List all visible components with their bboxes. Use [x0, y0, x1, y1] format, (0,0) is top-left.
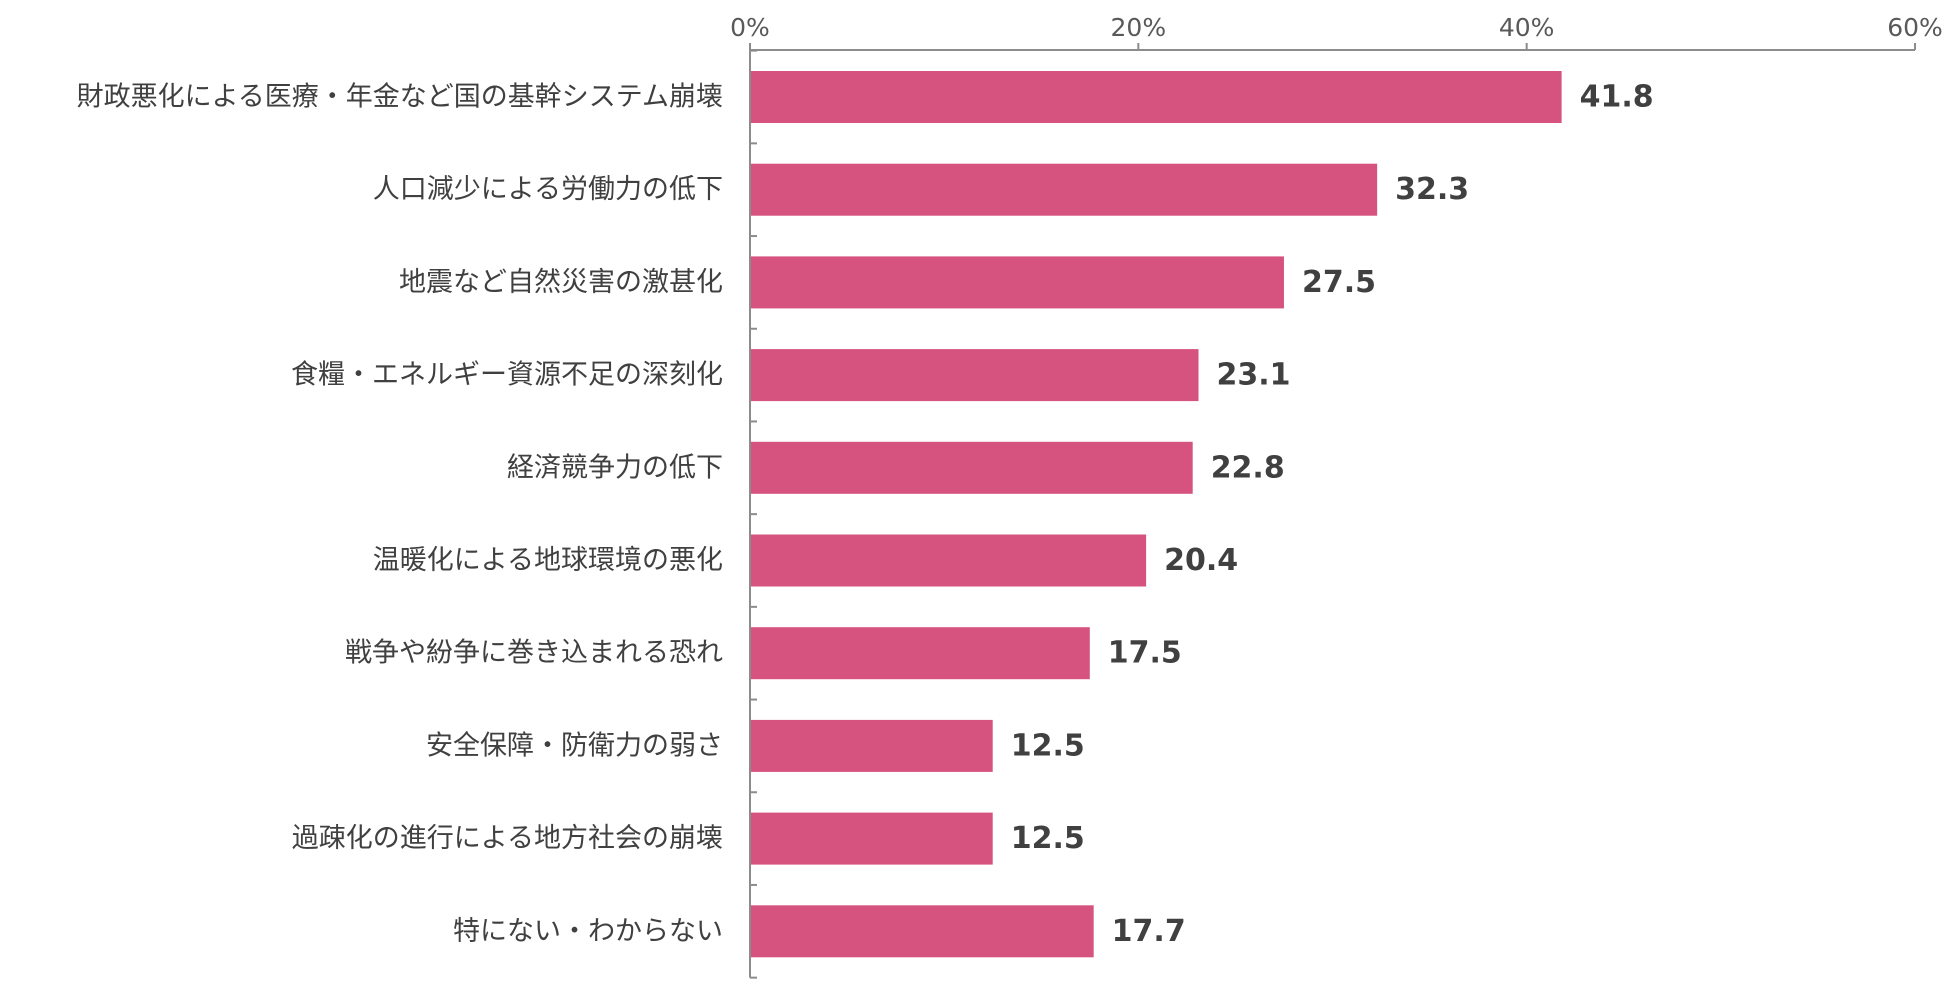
category-label: 過疎化の進行による地方社会の崩壊 — [292, 823, 723, 854]
x-tick-label: 40% — [1499, 13, 1555, 42]
category-label: 食糧・エネルギー資源不足の深刻化 — [291, 360, 723, 391]
category-label: 地震など自然災害の激甚化 — [399, 267, 723, 298]
data-label: 32.3 — [1395, 172, 1469, 207]
category-label: 財政悪化による医療・年金など国の基幹システム崩壊 — [77, 82, 723, 113]
category-label: 戦争や紛争に巻き込まれる恐れ — [345, 638, 723, 669]
x-tick-label: 20% — [1111, 13, 1167, 42]
bar — [751, 71, 1562, 123]
bar — [751, 349, 1199, 402]
data-label: 41.8 — [1580, 80, 1654, 115]
bar — [751, 256, 1284, 309]
data-label: 12.5 — [1011, 821, 1085, 856]
category-label: 経済競争力の低下 — [507, 452, 723, 483]
bars — [751, 71, 1562, 958]
data-label: 23.1 — [1217, 358, 1291, 393]
data-label: 12.5 — [1011, 728, 1085, 763]
x-tick-label: 60% — [1887, 13, 1943, 42]
bar — [751, 905, 1094, 958]
data-label: 17.5 — [1108, 636, 1182, 671]
bar — [751, 441, 1193, 494]
data-label: 17.7 — [1112, 914, 1186, 949]
data-label: 20.4 — [1164, 543, 1238, 578]
bar — [751, 627, 1090, 680]
data-label: 27.5 — [1302, 265, 1376, 300]
bar — [751, 719, 993, 772]
category-labels: 財政悪化による医療・年金など国の基幹システム崩壊人口減少による労働力の低下地震な… — [77, 82, 723, 947]
value-labels: 41.8 32.3 27.5 23.1 22.8 20.4 17.5 12.5 12.5 17.7 — [1011, 80, 1654, 949]
x-tick-label: 0% — [730, 13, 770, 42]
category-label: 温暖化による地球環境の悪化 — [373, 545, 723, 576]
bar — [751, 163, 1378, 216]
category-label: 人口減少による労働力の低下 — [373, 174, 723, 205]
data-label: 22.8 — [1211, 450, 1285, 485]
category-label: 安全保障・防衛力の弱さ — [426, 730, 723, 761]
bar — [751, 812, 993, 865]
bar — [751, 534, 1147, 587]
x-axis-ticks: 0% 20% 40% 60% — [730, 13, 1943, 979]
category-label: 特にない・わからない — [453, 916, 723, 947]
